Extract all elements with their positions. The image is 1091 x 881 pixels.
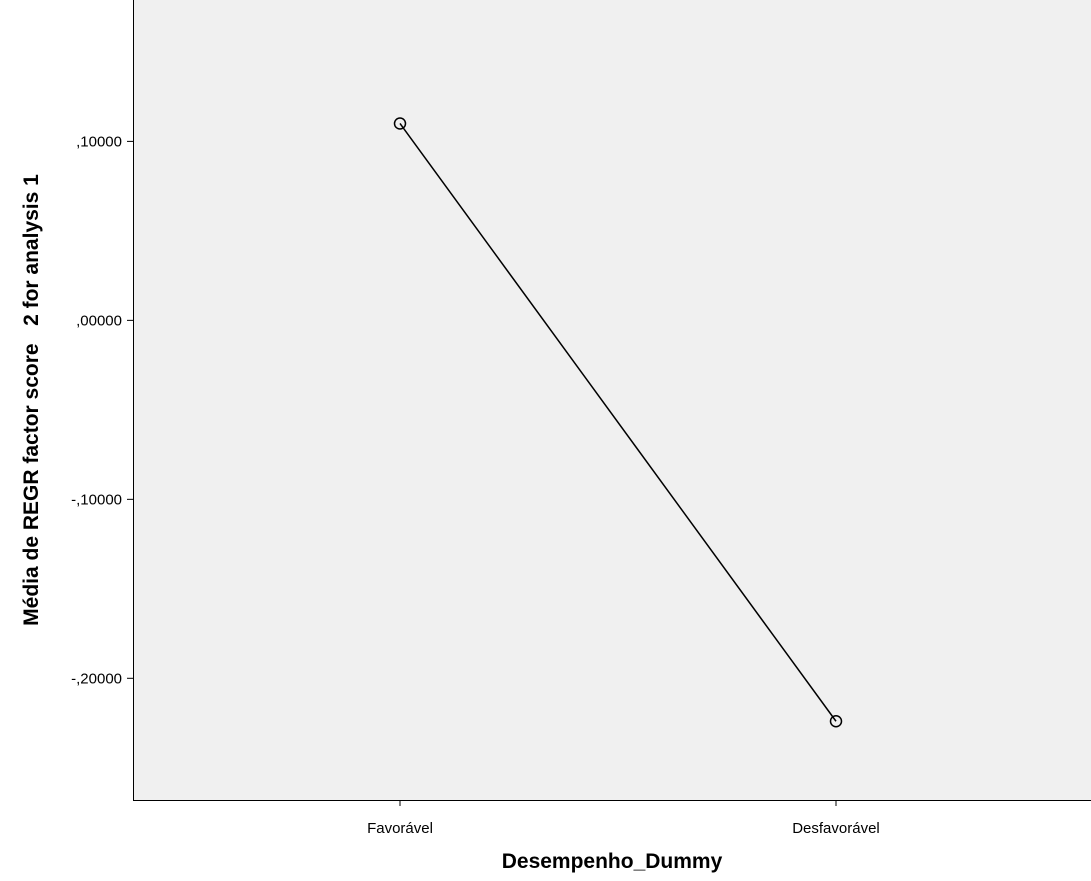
x-tick-label: Favorável <box>367 820 433 837</box>
y-axis-title: Média de REGR factor score 2 for analysi… <box>20 174 43 626</box>
x-axis-title: Desempenho_Dummy <box>502 850 723 873</box>
data-point <box>393 117 407 130</box>
y-tick-label: -,20000 <box>71 670 122 687</box>
y-tick-label: ,00000 <box>76 312 122 329</box>
series-group <box>393 117 843 728</box>
x-tick-label: Desfavorável <box>792 820 880 837</box>
x-ticks: Favorável Desfavorável <box>367 800 880 837</box>
y-tick-label: -,10000 <box>71 491 122 508</box>
data-point <box>829 715 843 728</box>
y-ticks: ,10000 ,00000 -,10000 -,20000 <box>71 133 133 687</box>
y-tick-label: ,10000 <box>76 133 122 150</box>
plot-area <box>133 0 1091 800</box>
series-line <box>399 123 837 722</box>
